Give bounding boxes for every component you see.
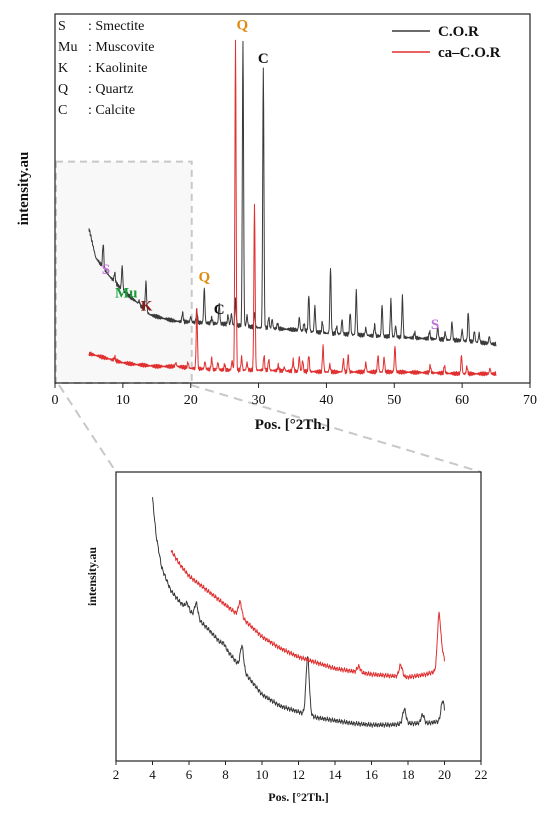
key-symbol: K <box>58 61 68 76</box>
mineral-key: S : Smectite Mu : Muscovite K : Kaolinite Q : Q… <box>58 19 155 118</box>
key-symbol: S <box>58 19 66 34</box>
zoom-x-axis-label: Pos. [°2Th.] <box>268 790 328 804</box>
zoom-region-box <box>55 160 193 384</box>
zoom-x-tick-label: 10 <box>256 767 269 782</box>
x-tick-label: 50 <box>387 393 401 408</box>
top-legend: C.O.R ca–C.O.R <box>392 24 501 61</box>
zoom-x-tick-label: 4 <box>149 767 156 782</box>
top-x-ticks: 0 10 20 30 40 50 60 70 <box>52 383 537 408</box>
x-tick-label: 30 <box>252 393 266 408</box>
peak-label: S <box>431 317 439 333</box>
peak-label: Q <box>198 270 210 286</box>
zoom-x-tick-label: 6 <box>186 767 193 782</box>
x-tick-label: 20 <box>184 393 198 408</box>
zoom-x-tick-label: 22 <box>475 767 488 782</box>
zoom-series-line-ca-cor <box>170 549 445 680</box>
zoom-x-tick-label: 8 <box>222 767 229 782</box>
key-symbol: C <box>58 103 67 118</box>
zoom-x-tick-label: 16 <box>365 767 379 782</box>
series-line-cor <box>88 40 497 347</box>
key-label: : Calcite <box>88 103 135 118</box>
x-tick-label: 10 <box>116 393 130 408</box>
top-x-axis-label: Pos. [°2Th.] <box>255 417 331 433</box>
series-line-ca-cor <box>88 39 497 377</box>
zoom-connector-right <box>190 384 482 473</box>
top-plot-frame <box>54 13 531 384</box>
x-tick-label: 70 <box>523 393 537 408</box>
key-symbol: Mu <box>58 40 77 55</box>
zoom-region-rect <box>55 160 193 384</box>
key-symbol: Q <box>58 82 68 97</box>
peak-label: C <box>258 51 269 67</box>
zoom-series <box>152 497 445 728</box>
zoom-chart: 2 4 6 8 10 12 14 16 18 20 22 Pos. [°2Th.] intensit… <box>85 471 488 804</box>
x-tick-label: 60 <box>455 393 469 408</box>
legend-label: ca–C.O.R <box>438 45 501 61</box>
top-series <box>88 39 497 377</box>
top-chart: 0 10 20 30 40 50 60 70 Pos. [°2Th.] intensity.a… <box>16 13 537 433</box>
zoom-plot-frame <box>115 471 482 762</box>
x-tick-label: 40 <box>319 393 333 408</box>
top-y-axis-label: intensity.au <box>16 152 32 226</box>
key-label: : Kaolinite <box>88 61 148 76</box>
zoom-x-tick-label: 2 <box>113 767 120 782</box>
zoom-x-tick-label: 14 <box>329 767 343 782</box>
peak-label: S <box>102 262 110 278</box>
peak-label: C <box>214 302 225 318</box>
key-label: : Smectite <box>88 19 144 34</box>
key-label: : Quartz <box>88 82 133 97</box>
key-label: : Muscovite <box>88 40 155 55</box>
x-tick-label: 0 <box>52 393 59 408</box>
peak-label: K <box>141 299 153 315</box>
zoom-x-tick-label: 20 <box>438 767 451 782</box>
zoom-connector-left <box>58 384 117 473</box>
zoom-connectors <box>58 384 482 473</box>
zoom-x-tick-label: 18 <box>402 767 415 782</box>
legend-label: C.O.R <box>438 24 479 40</box>
zoom-x-tick-label: 12 <box>292 767 305 782</box>
zoom-y-axis-label: intensity.au <box>85 547 99 606</box>
zoom-series-line-cor <box>152 497 445 728</box>
peak-label: Q <box>236 17 248 33</box>
zoom-x-ticks: 2 4 6 8 10 12 14 16 18 20 22 <box>113 761 488 782</box>
peak-label: Mu <box>115 285 138 301</box>
